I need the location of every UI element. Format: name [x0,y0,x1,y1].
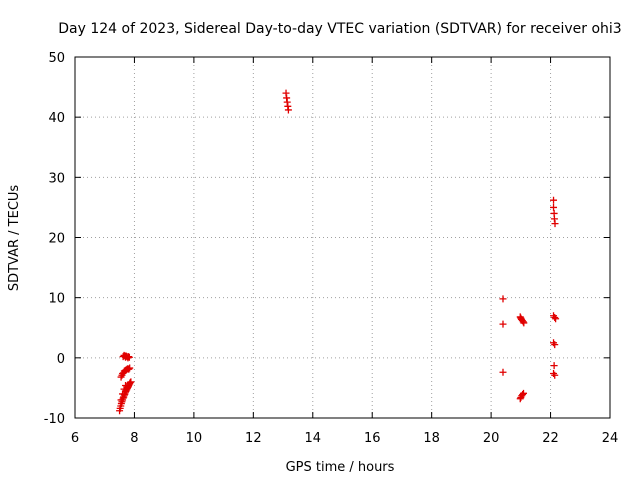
data-points [116,89,560,415]
data-point [519,391,527,399]
data-point [551,371,559,379]
y-tick-label: 20 [48,232,65,247]
data-point [551,220,559,228]
data-point [125,353,133,361]
y-tick-label: 40 [48,111,65,126]
x-axis-label: GPS time / hours [286,460,395,475]
plot-frame [74,56,611,419]
data-point [520,389,528,397]
data-point [551,341,559,349]
x-tick-label: 6 [71,431,79,446]
data-point [122,382,130,390]
data-point [126,364,134,372]
x-tick-label: 22 [542,431,559,446]
data-point [550,362,558,370]
y-tick-label: -10 [44,412,65,427]
y-tick-label: 0 [57,352,65,367]
data-point [125,365,133,373]
y-tick-label: 50 [48,51,65,66]
y-axis-label: SDTVAR / TECUs [7,185,22,292]
data-point [552,315,560,323]
x-tick-label: 20 [483,431,500,446]
data-point [499,295,507,303]
data-point [499,368,507,376]
x-tick-label: 8 [130,431,138,446]
data-point [284,106,292,114]
chart-title: Day 124 of 2023, Sidereal Day-to-day VTE… [58,21,621,37]
data-point [551,314,559,322]
x-tick-label: 10 [186,431,203,446]
x-tick-label: 14 [305,431,322,446]
grid [75,57,610,418]
x-tick-label: 24 [602,431,619,446]
y-tick-label: 30 [48,171,65,186]
data-point [499,320,507,328]
x-tick-label: 18 [423,431,440,446]
data-point [120,385,128,393]
data-point [520,319,528,327]
data-point [117,396,125,404]
axis-ticks: 6 8 10 12 14 16 18 20 22 24 -10 0 10 20 30 40 50 [44,51,619,446]
data-point [119,390,127,398]
data-point [550,203,558,211]
y-tick-label: 10 [48,292,65,307]
data-point [550,196,558,204]
x-tick-label: 16 [364,431,381,446]
x-tick-label: 12 [245,431,262,446]
data-point [127,378,135,386]
